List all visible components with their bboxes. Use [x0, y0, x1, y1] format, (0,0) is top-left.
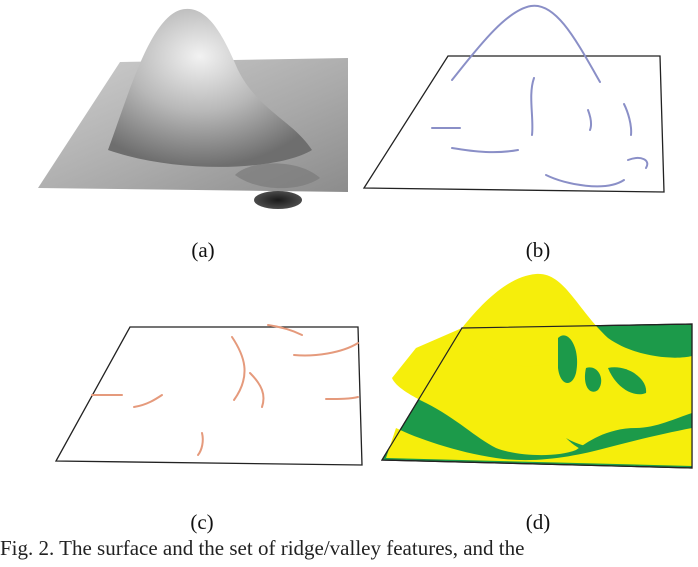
surface-render — [38, 8, 348, 209]
panel-d-label: (d) — [525, 510, 551, 534]
ridge-drawing — [362, 4, 665, 193]
plane-outline — [362, 55, 665, 193]
panel-c-valleys — [52, 315, 372, 475]
panel-d-regions — [376, 268, 694, 483]
panel-c-label: (c) — [190, 510, 214, 534]
region-map — [380, 273, 693, 469]
panel-a-label: (a) — [191, 238, 215, 262]
valley-lines — [91, 324, 359, 456]
figure-caption: Fig. 2. The surface and the set of ridge… — [0, 536, 525, 560]
surface-pit — [254, 191, 302, 209]
panel-b-label: (b) — [525, 238, 551, 262]
panel-a-surface — [30, 0, 360, 215]
surface-peak — [108, 8, 312, 167]
panel-b-ridges — [356, 0, 676, 210]
ridge-lines — [431, 4, 649, 188]
valley-drawing — [54, 324, 363, 466]
